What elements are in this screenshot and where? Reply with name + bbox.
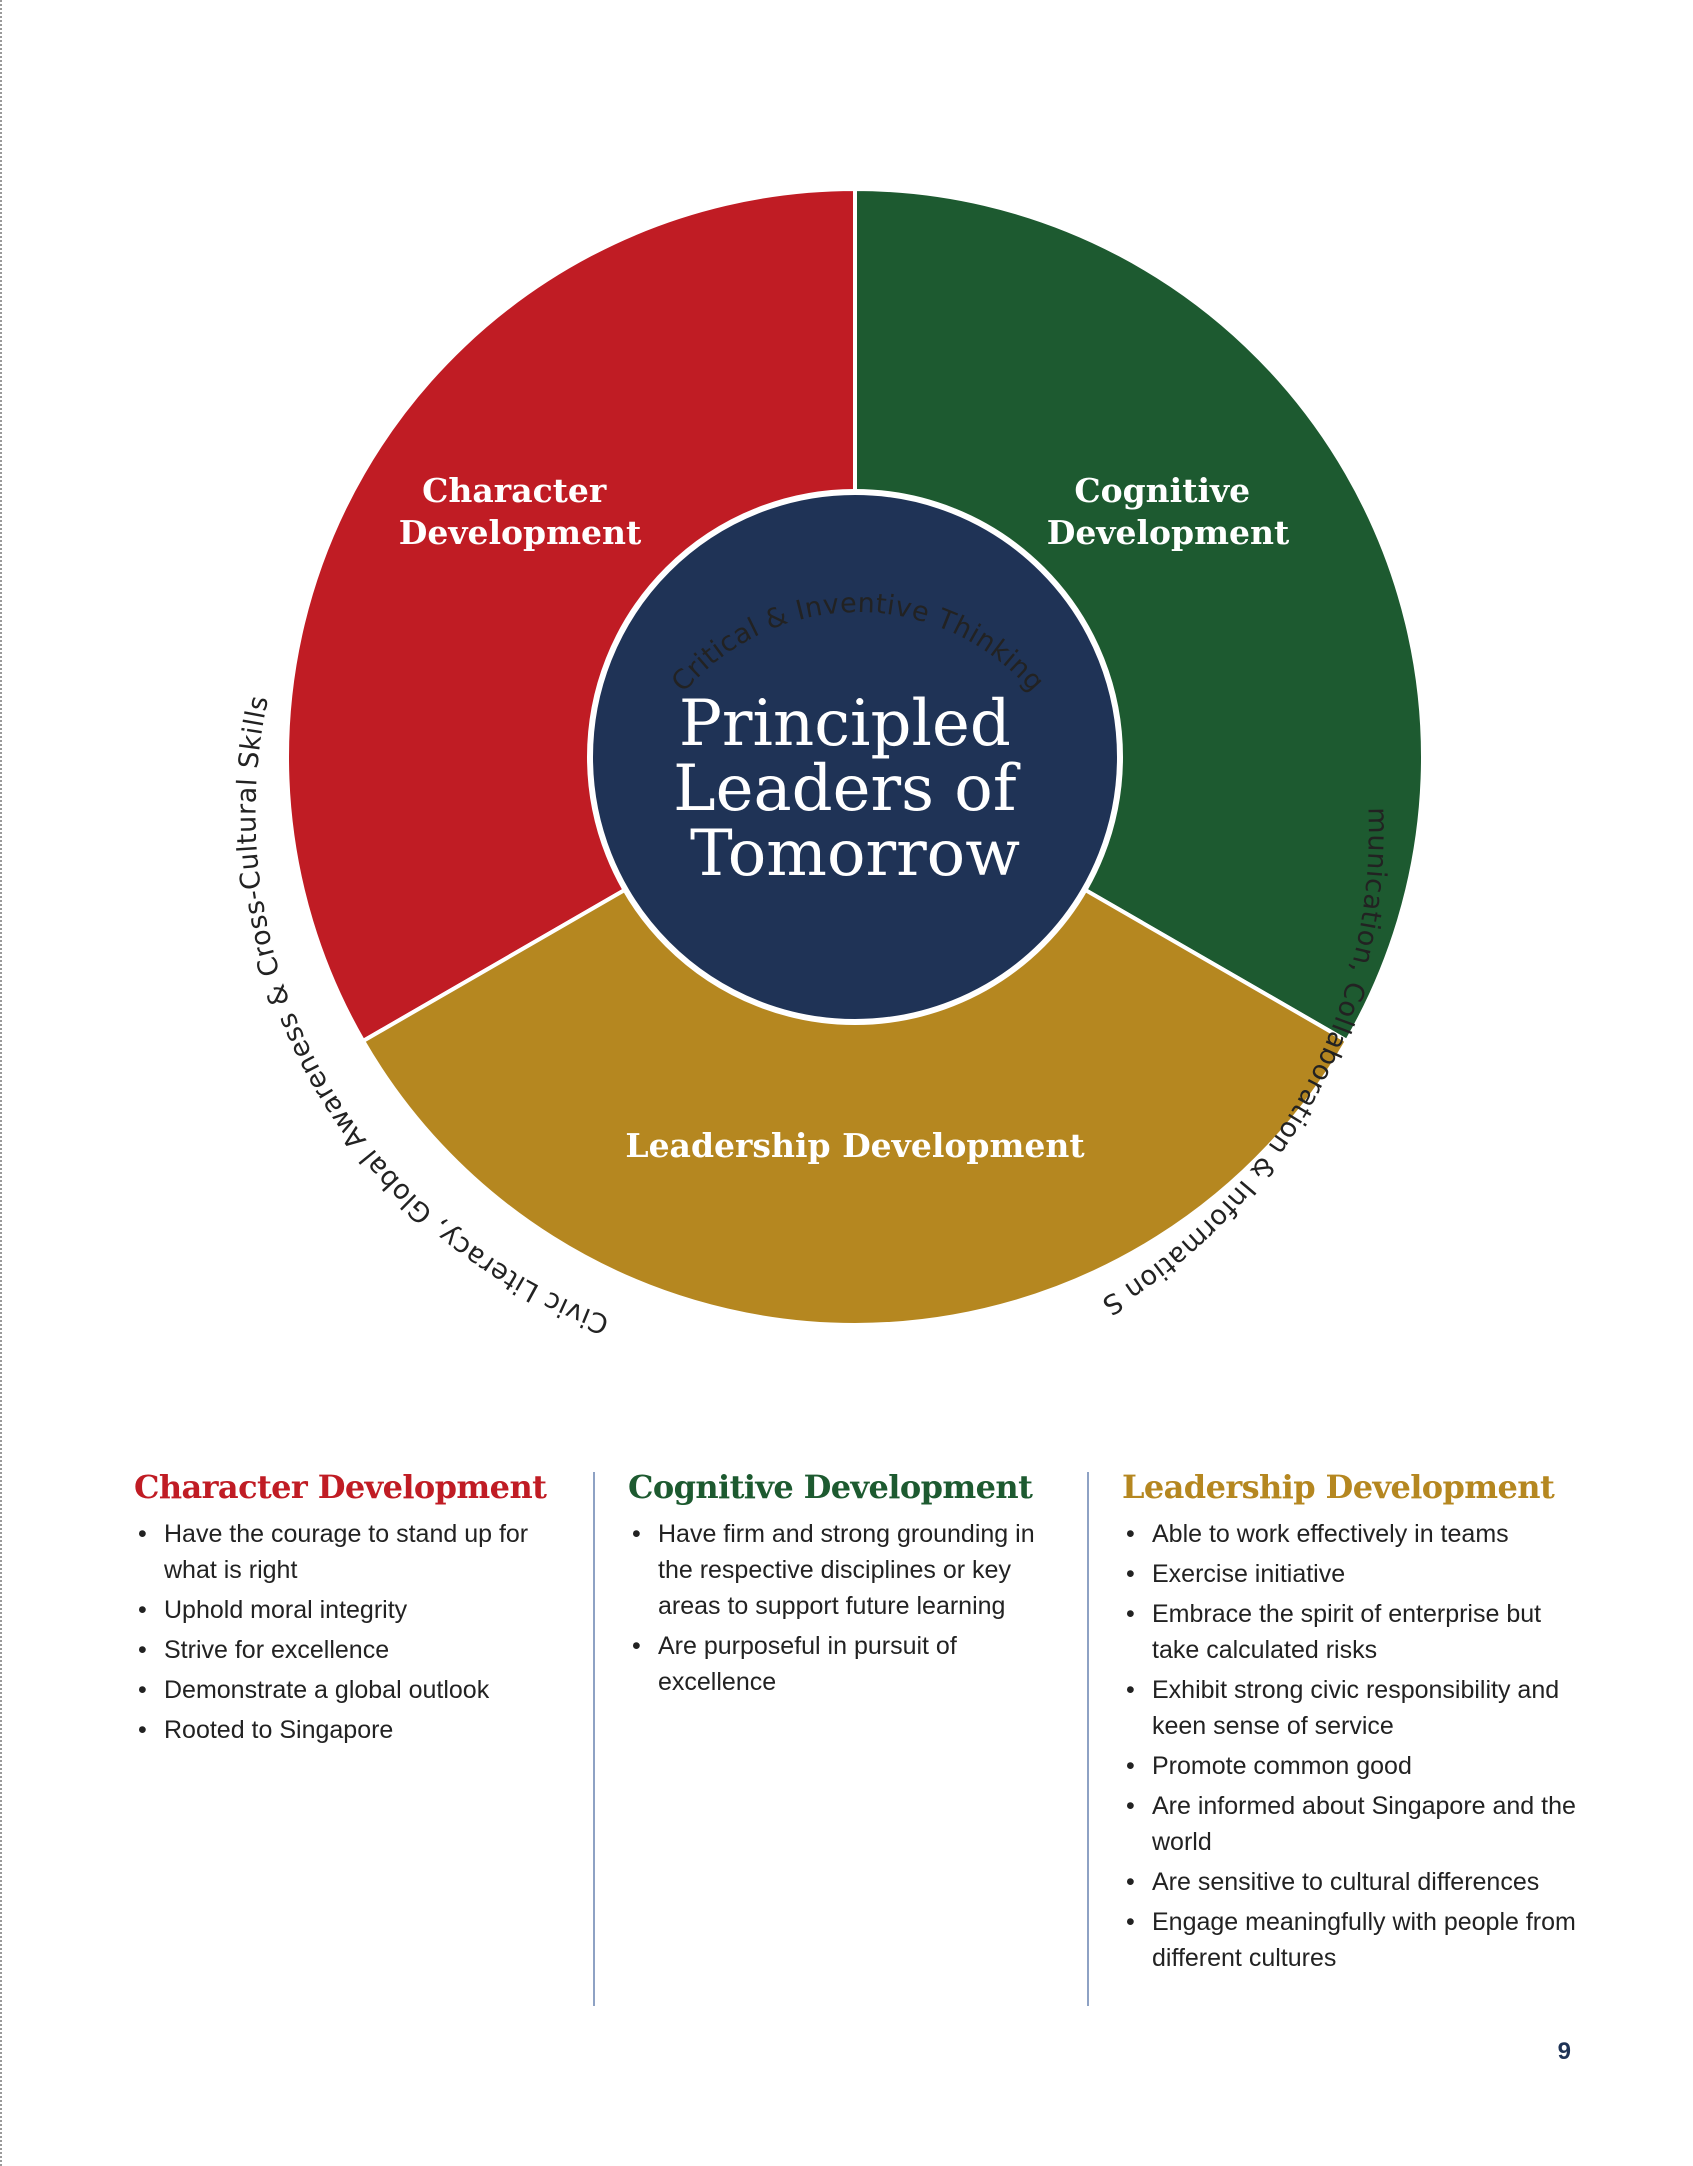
bullet-item: Are purposeful in pursuit of excellence [628,1628,1068,1700]
bullet-item: Uphold moral integrity [134,1592,574,1628]
bullet-item: Promote common good [1122,1748,1582,1784]
center-title-line3: Tomorrow [690,817,1020,891]
leadership-diagram: Character Development Cognitive Developm… [0,0,1425,1340]
bullet-item: Exhibit strong civic responsibility and … [1122,1672,1582,1744]
column-list-character: Have the courage to stand up for what is… [134,1516,574,1748]
bullet-item: Embrace the spirit of enterprise but tak… [1122,1596,1582,1668]
page-edge-dotted [0,0,4,2166]
column-divider-2 [1087,1472,1089,2006]
segment-label-leadership-line1: Leadership Development [625,1126,1085,1165]
bullet-item: Rooted to Singapore [134,1712,574,1748]
column-list-leadership: Able to work effectively in teams Exercis… [1122,1516,1582,1976]
bullet-item: Able to work effectively in teams [1122,1516,1582,1552]
segment-leadership-development [360,754,1350,1327]
bullet-item: Engage meaningfully with people from dif… [1122,1904,1582,1976]
bullet-item: Have firm and strong grounding in the re… [628,1516,1068,1624]
center-circle [587,489,1123,1025]
column-title-leadership: Leadership Development [1122,1468,1555,1506]
page-number: 9 [1557,2038,1571,2065]
column-title-character: Character Development [134,1468,547,1506]
segment-label-character-line1: Character [422,471,607,510]
center-title-line2: Leaders of [673,752,1021,826]
bullet-item: Are informed about Singapore and the wor… [1122,1788,1582,1860]
segment-label-character-line2: Development [399,513,642,552]
bullet-item: Strive for excellence [134,1632,574,1668]
bullet-item: Have the courage to stand up for what is… [134,1516,574,1588]
segment-label-cognitive-line1: Cognitive [1074,471,1250,510]
column-character: Character Development Have the courage t… [134,1468,574,1752]
bullet-item: Are sensitive to cultural differences [1122,1864,1582,1900]
column-list-cognitive: Have firm and strong grounding in the re… [628,1516,1068,1700]
segment-label-cognitive-line2: Development [1047,513,1290,552]
segment-label-cognitive: Cognitive Development [1047,471,1290,552]
column-title-cognitive: Cognitive Development [628,1468,1033,1506]
bullet-item: Demonstrate a global outlook [134,1672,574,1708]
bullet-item: Exercise initiative [1122,1556,1582,1592]
column-leadership: Leadership Development Able to work effe… [1122,1468,1582,1980]
center-title: Principled Leaders of Tomorrow [673,687,1037,891]
segment-label-leadership: Leadership Development [625,1126,1085,1165]
center-title-line1: Principled [679,687,1011,761]
column-cognitive: Cognitive Development Have firm and stro… [628,1468,1068,1704]
column-divider-1 [593,1472,595,2006]
segment-label-character: Character Development [399,471,642,552]
